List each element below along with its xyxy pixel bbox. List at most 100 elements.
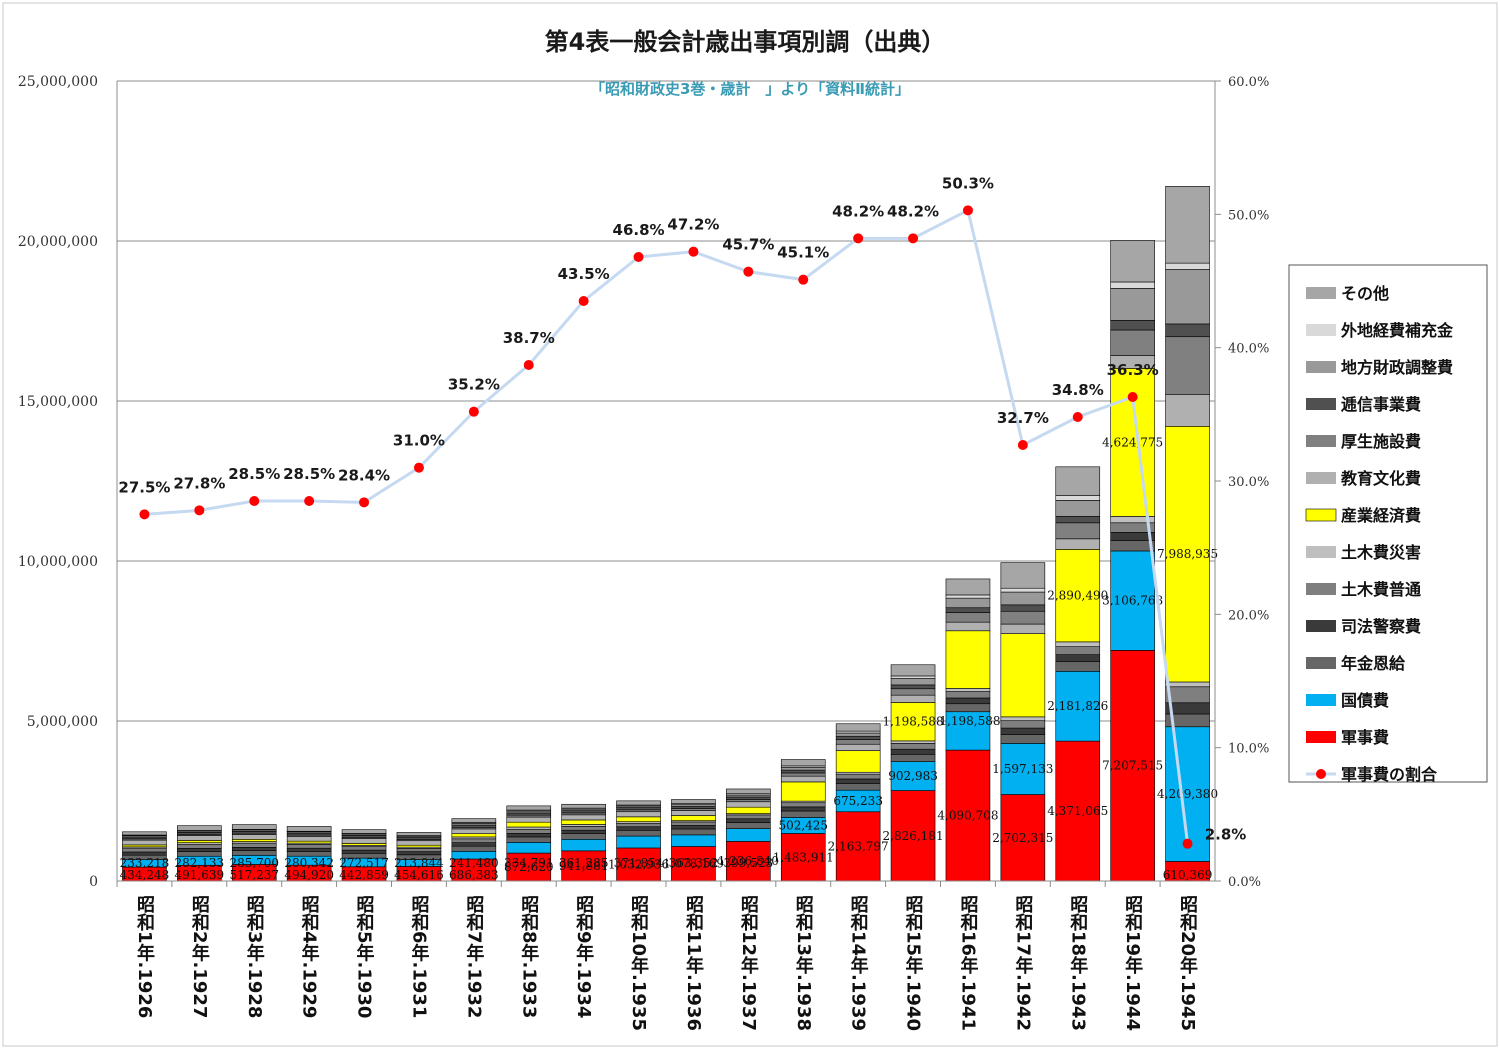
legend-swatch [1306, 620, 1336, 632]
data-label: 517,237 [229, 868, 279, 882]
bar-segment [177, 843, 222, 849]
bar-segment [780, 775, 826, 783]
bar-segment [341, 849, 387, 854]
data-label: 2,702,315 [992, 831, 1053, 845]
bar-stacks [122, 186, 1210, 882]
bar-segment [451, 828, 497, 835]
bar-segment [122, 851, 167, 856]
data-label: 282,133 [175, 856, 225, 870]
ratio-label: 46.8% [613, 221, 665, 239]
x-tick-label: 昭和20年.1945 [1177, 895, 1198, 1031]
bar-segment [780, 781, 826, 802]
bar-segment [835, 750, 881, 773]
ratio-label: 50.3% [942, 174, 994, 192]
bar-segment [945, 749, 991, 882]
data-label: 434,248 [120, 868, 170, 882]
bar-segment [451, 833, 497, 838]
bar-segment [726, 814, 771, 820]
bar-segment [1165, 269, 1210, 325]
data-label: 2,890,490 [1047, 589, 1108, 603]
bar-segment [616, 800, 661, 806]
data-label: 4,209,380 [1157, 787, 1218, 801]
bar-segment [890, 664, 936, 677]
bar-segment [1055, 654, 1101, 663]
bar-segment [1165, 426, 1210, 683]
bar-segment [945, 607, 991, 613]
legend-label: その他 [1341, 284, 1389, 303]
data-label: 280,342 [284, 856, 334, 870]
ratio-marker [139, 509, 150, 520]
ratio-marker [853, 233, 864, 244]
bar-segment [122, 839, 167, 846]
ratio-label: 36.3% [1107, 361, 1159, 379]
bar-segment [1000, 623, 1046, 634]
data-label: 686,383 [449, 868, 499, 882]
x-tick-label: 昭和11年.1936 [683, 895, 704, 1031]
ratio-label: 32.7% [997, 409, 1049, 427]
bar-segment [1055, 466, 1101, 496]
ratio-marker [1127, 392, 1138, 402]
ratio-label: 35.2% [448, 376, 500, 394]
x-tick-label: 昭和14年.1939 [848, 895, 869, 1031]
data-label: 1,198,588 [883, 715, 944, 729]
bar-segment [1110, 329, 1155, 356]
bar-segment [122, 831, 167, 836]
bar-segment [616, 811, 661, 818]
legend-label: 逓信事業費 [1341, 395, 1421, 414]
data-label: 902,983 [888, 769, 938, 783]
bar-segment [1000, 610, 1046, 625]
x-tick-label: 昭和1年.1926 [134, 895, 155, 1019]
bar-segment [506, 805, 552, 811]
bar-segment [506, 842, 552, 854]
bar-segment [890, 740, 936, 744]
data-label: 213,844 [394, 856, 444, 870]
ratio-label: 34.8% [1052, 381, 1104, 399]
data-label: 4,371,065 [1047, 804, 1108, 818]
bar-segment [1165, 686, 1210, 704]
ratio-marker [359, 497, 370, 508]
bar-segment [780, 769, 826, 774]
bar-segment [451, 838, 497, 843]
bar-segment [945, 688, 991, 692]
bar-segment [1165, 394, 1210, 427]
legend-swatch [1306, 361, 1336, 373]
bar-segment [396, 848, 442, 852]
y2-tick-label: 40.0% [1228, 342, 1269, 357]
bar-segment [396, 832, 442, 836]
bar-segment [286, 826, 332, 832]
bar-segment [945, 711, 991, 751]
ratio-marker [249, 496, 260, 506]
bar-segment [671, 815, 716, 821]
ratio-marker [633, 252, 644, 262]
bar-segment [780, 810, 826, 818]
bar-segment [396, 851, 442, 856]
ratio-marker [743, 266, 754, 277]
chart-title: 第4表一般会計歳出事項別調（出典） [545, 28, 946, 56]
data-label: 285,700 [229, 856, 279, 870]
bar-segment [561, 810, 606, 814]
x-tick-label: 昭和5年.1930 [354, 895, 375, 1019]
bar-segment [890, 684, 936, 690]
data-label: 1,483,911 [773, 850, 834, 864]
bar-segment [835, 735, 881, 740]
legend-swatch [1306, 583, 1336, 595]
bar-segment [561, 814, 606, 821]
bar-segment [1055, 500, 1101, 517]
bar-segment [890, 702, 936, 742]
ratio-label: 48.2% [887, 202, 939, 220]
chart-subtitle: 「昭和財政史3巻・歳計 」より「資料Ⅱ統計」 [590, 80, 910, 98]
x-tick-label: 昭和7年.1932 [463, 895, 484, 1019]
x-tick-label: 昭和3年.1928 [244, 895, 265, 1019]
y-tick-label: 10,000,000 [18, 554, 98, 570]
bar-segment [945, 621, 991, 632]
bar-segment [835, 739, 881, 745]
ratio-label: 47.2% [667, 216, 719, 234]
data-label: 7,207,515 [1102, 759, 1163, 773]
legend-label: 土木費普通 [1341, 580, 1421, 599]
legend-swatch [1306, 546, 1336, 558]
data-label: 399,523 [724, 856, 774, 870]
legend-label: 国債費 [1341, 691, 1389, 710]
bar-segment [890, 790, 936, 882]
ratio-label: 45.1% [777, 244, 829, 262]
